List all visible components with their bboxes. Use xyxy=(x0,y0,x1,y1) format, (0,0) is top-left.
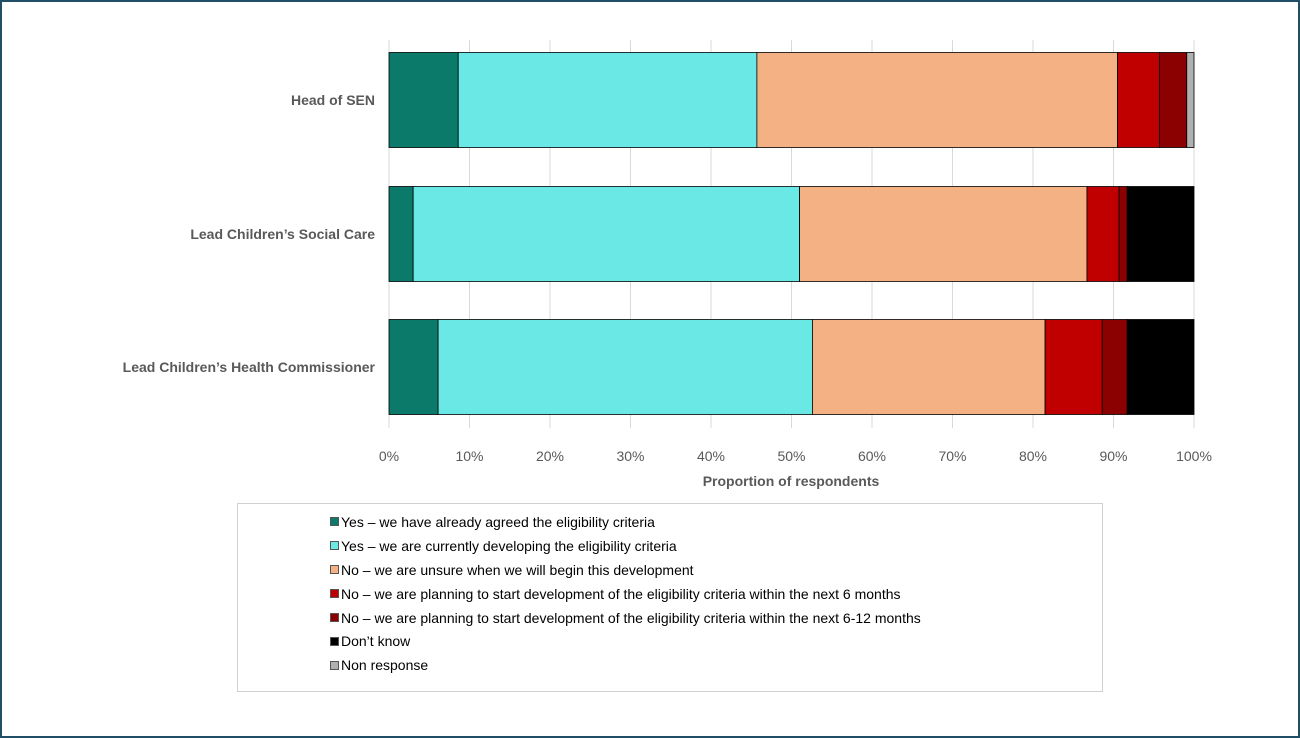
bar-segment xyxy=(1158,52,1188,148)
bars xyxy=(388,52,1195,415)
x-tick-label: 0% xyxy=(379,448,399,464)
bar-segment xyxy=(388,186,414,282)
bar-segment xyxy=(412,186,800,282)
legend-swatch xyxy=(330,613,339,622)
category-label: Head of SEN xyxy=(291,92,375,108)
bar-segment xyxy=(1186,52,1195,148)
bar-segment xyxy=(1126,319,1195,415)
x-tick-label: 20% xyxy=(536,448,564,464)
bar-segment xyxy=(1117,52,1160,148)
legend-swatch xyxy=(330,565,339,575)
x-tick-labels: 0% 10% 20% 30% 40% 50% 60% 70% 80% 90% 100% xyxy=(379,448,1212,464)
bar-segment xyxy=(388,52,459,148)
x-tick-label: 30% xyxy=(616,448,644,464)
legend-item: Yes – we have already agreed the eligibi… xyxy=(330,510,921,534)
bar-segment xyxy=(1044,319,1103,415)
x-axis-title: Proportion of respondents xyxy=(703,473,880,489)
legend-swatch xyxy=(330,541,339,551)
legend-item: Yes – we are currently developing the el… xyxy=(330,534,921,558)
legend-swatch xyxy=(330,589,339,599)
bar-segment xyxy=(756,52,1118,148)
legend-swatch xyxy=(330,660,339,670)
bar-segment xyxy=(388,319,439,415)
bar-segment xyxy=(1101,319,1128,415)
legend-list: Yes – we have already agreed the eligibi… xyxy=(330,510,921,677)
x-tick-label: 60% xyxy=(858,448,886,464)
bar-segment xyxy=(437,319,813,415)
legend-label: Yes – we are currently developing the el… xyxy=(341,537,677,554)
legend-item: Non response xyxy=(330,653,921,677)
legend-label: Non response xyxy=(341,657,429,674)
x-tick-label: 80% xyxy=(1019,448,1047,464)
legend-swatch xyxy=(330,636,339,646)
legend-item: No – we are planning to start developmen… xyxy=(330,582,921,606)
x-tick-label: 40% xyxy=(697,448,725,464)
legend-label: No – we are planning to start developmen… xyxy=(341,609,921,626)
bar-segment xyxy=(812,319,1046,415)
legend-swatch xyxy=(330,517,339,527)
legend-label: No – we are unsure when we will begin th… xyxy=(341,561,694,578)
legend-label: No – we are planning to start developmen… xyxy=(341,585,901,602)
category-labels: Head of SEN Lead Children’s Social Care Le… xyxy=(123,92,376,375)
x-tick-label: 90% xyxy=(1099,448,1127,464)
stacked-bar-chart: Head of SEN Lead Children’s Social Care Le… xyxy=(123,40,1212,489)
legend-item: No – we are planning to start developmen… xyxy=(330,606,921,630)
legend-item: No – we are unsure when we will begin th… xyxy=(330,558,921,582)
legend-label: Don’t know xyxy=(341,633,411,650)
legend: Yes – we have already agreed the eligibi… xyxy=(237,503,1103,692)
x-tick-label: 70% xyxy=(938,448,966,464)
category-label: Lead Children’s Social Care xyxy=(190,226,375,242)
x-tick-label: 10% xyxy=(455,448,483,464)
legend-item: Don’t know xyxy=(330,629,921,653)
category-label: Lead Children’s Health Commissioner xyxy=(123,359,376,375)
bar-segment xyxy=(799,186,1088,282)
bar-segment xyxy=(457,52,758,148)
x-tick-label: 100% xyxy=(1176,448,1212,464)
bar-segment xyxy=(1118,186,1128,282)
legend-label: Yes – we have already agreed the eligibi… xyxy=(341,513,655,530)
bar-segment xyxy=(1126,186,1195,282)
x-tick-label: 50% xyxy=(777,448,805,464)
bar-segment xyxy=(1086,186,1120,282)
